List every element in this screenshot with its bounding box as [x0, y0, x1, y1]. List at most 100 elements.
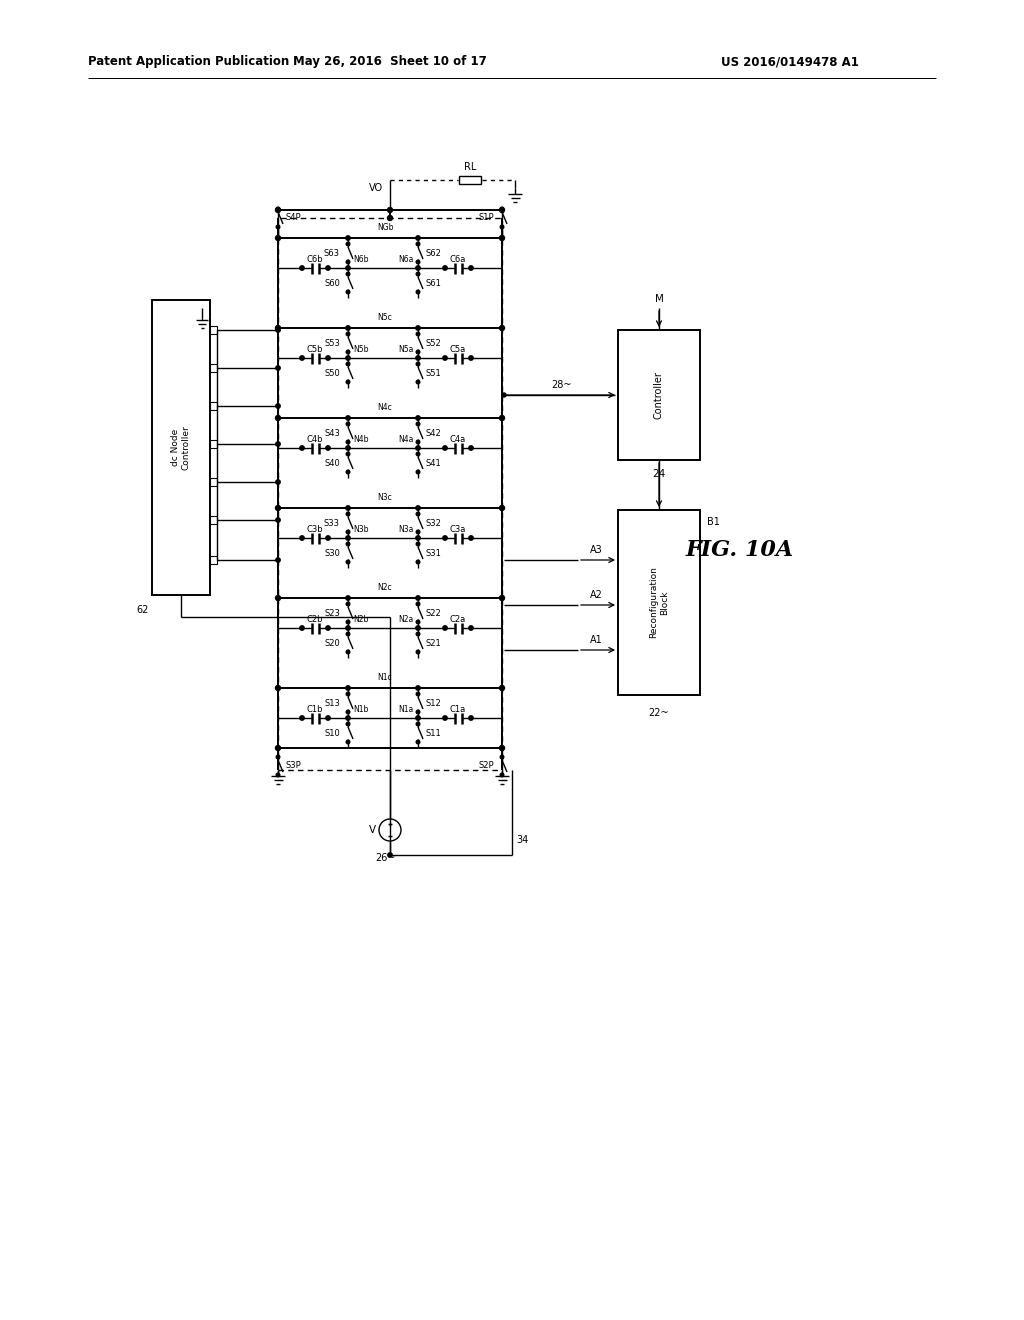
Circle shape	[300, 715, 304, 721]
Text: C6b: C6b	[306, 256, 324, 264]
Text: FIG. 10A: FIG. 10A	[686, 539, 794, 561]
Text: Controller: Controller	[654, 371, 664, 418]
Text: C2b: C2b	[307, 615, 324, 624]
Text: S43: S43	[325, 429, 340, 437]
Circle shape	[416, 651, 420, 653]
Circle shape	[326, 626, 330, 630]
Circle shape	[275, 517, 281, 523]
Text: S31: S31	[426, 549, 442, 557]
Circle shape	[275, 404, 281, 408]
Circle shape	[275, 207, 281, 213]
Text: dc Node
Controller: dc Node Controller	[171, 425, 190, 470]
Circle shape	[276, 755, 280, 759]
Circle shape	[500, 595, 505, 601]
Text: N6b: N6b	[353, 255, 369, 264]
Text: N2b: N2b	[353, 615, 369, 623]
Text: C6a: C6a	[450, 256, 466, 264]
Text: 26~: 26~	[376, 853, 396, 863]
Circle shape	[275, 326, 281, 330]
Circle shape	[346, 422, 350, 426]
Circle shape	[346, 651, 350, 653]
Text: Patent Application Publication: Patent Application Publication	[88, 55, 289, 69]
Text: N3b: N3b	[353, 524, 369, 533]
Circle shape	[416, 290, 420, 294]
Text: S61: S61	[426, 279, 442, 288]
Text: N5c: N5c	[378, 314, 392, 322]
Circle shape	[500, 207, 505, 213]
Circle shape	[416, 741, 420, 743]
Circle shape	[416, 620, 420, 624]
Circle shape	[469, 446, 473, 450]
Circle shape	[500, 235, 505, 240]
Circle shape	[416, 722, 420, 726]
Text: N6a: N6a	[398, 255, 414, 264]
Circle shape	[416, 632, 420, 636]
Circle shape	[500, 755, 504, 759]
Circle shape	[346, 512, 350, 516]
Circle shape	[500, 506, 505, 511]
Text: RL: RL	[464, 162, 476, 172]
Text: S33: S33	[324, 519, 340, 528]
Text: S40: S40	[325, 458, 340, 467]
Circle shape	[388, 853, 392, 857]
Circle shape	[442, 715, 447, 721]
Circle shape	[416, 356, 420, 360]
Text: N2c: N2c	[378, 583, 392, 593]
Circle shape	[346, 715, 350, 721]
Circle shape	[300, 446, 304, 450]
Circle shape	[469, 356, 473, 360]
Text: VO: VO	[369, 183, 383, 193]
Circle shape	[326, 446, 330, 450]
Bar	[152, 300, 210, 595]
Text: C3b: C3b	[306, 525, 324, 535]
Circle shape	[416, 446, 420, 450]
Circle shape	[387, 207, 392, 213]
Circle shape	[346, 710, 350, 714]
Bar	[210, 403, 217, 411]
Text: S3P: S3P	[286, 762, 302, 771]
Text: 24: 24	[652, 469, 666, 479]
Circle shape	[346, 362, 350, 366]
Circle shape	[346, 242, 350, 246]
Circle shape	[346, 356, 350, 360]
Circle shape	[416, 560, 420, 564]
Circle shape	[416, 692, 420, 696]
Bar	[210, 326, 217, 334]
Text: S22: S22	[426, 609, 441, 618]
Text: 34: 34	[516, 836, 528, 845]
Circle shape	[416, 453, 420, 455]
Circle shape	[346, 626, 350, 630]
Text: S42: S42	[426, 429, 441, 437]
Circle shape	[346, 380, 350, 384]
Circle shape	[275, 685, 281, 690]
Circle shape	[346, 453, 350, 455]
Text: S53: S53	[325, 338, 340, 347]
Circle shape	[416, 422, 420, 426]
Text: V: V	[369, 825, 376, 836]
Text: B1: B1	[707, 517, 720, 527]
Circle shape	[502, 393, 506, 397]
Circle shape	[275, 595, 281, 601]
Text: N3c: N3c	[378, 494, 392, 503]
Circle shape	[346, 260, 350, 264]
Circle shape	[500, 746, 505, 751]
Text: N2a: N2a	[398, 615, 414, 623]
Text: N3a: N3a	[398, 524, 414, 533]
Text: N1c: N1c	[378, 673, 392, 682]
Circle shape	[416, 536, 420, 540]
Bar	[210, 556, 217, 564]
Circle shape	[346, 326, 350, 330]
Circle shape	[346, 350, 350, 354]
Circle shape	[300, 356, 304, 360]
Circle shape	[275, 746, 281, 751]
Circle shape	[346, 506, 350, 511]
Circle shape	[500, 685, 505, 690]
Circle shape	[275, 327, 281, 333]
Circle shape	[276, 774, 280, 776]
Circle shape	[416, 380, 420, 384]
Circle shape	[275, 442, 281, 446]
Text: S32: S32	[426, 519, 442, 528]
Text: C2a: C2a	[450, 615, 466, 624]
Text: S52: S52	[426, 338, 441, 347]
Text: A3: A3	[590, 545, 602, 554]
